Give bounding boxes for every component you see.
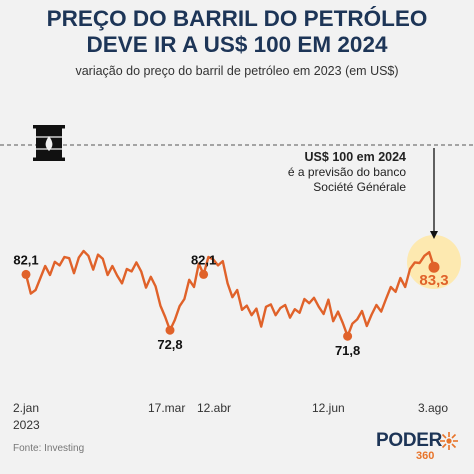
annotation-arrowhead — [430, 231, 438, 239]
chart-title-line-1: PREÇO DO BARRIL DO PETRÓLEO — [46, 6, 428, 31]
points-layer: 82,1 72,8 82,1 71,8 83,3 — [13, 252, 448, 358]
series-line — [24, 249, 436, 338]
data-point-label: 82,1 — [13, 252, 38, 267]
forecast-annotation: US$ 100 em 2024 é a previsão do banco So… — [288, 150, 406, 195]
logo-number: 360 — [416, 450, 435, 462]
source-note: Fonte: Investing — [13, 443, 85, 454]
x-tick-label: 12.jun — [312, 401, 345, 415]
poder360-logo: PODER 360 — [376, 430, 460, 466]
annotation-line-1: US$ 100 em 2024 — [304, 150, 406, 164]
data-point-label: 83,3 — [419, 272, 448, 289]
chart-subtitle: variação do preço do barril de petróleo … — [75, 64, 399, 78]
x-tick-label: 17.mar — [148, 401, 185, 415]
x-tick-label: 2.jan — [13, 401, 39, 415]
series-layer — [24, 249, 436, 338]
data-point-label: 72,8 — [157, 337, 182, 352]
oil-barrel-icon — [33, 125, 65, 161]
data-point-label: 71,8 — [335, 343, 360, 358]
x-tick-label: 3.ago — [418, 401, 448, 415]
data-point-marker — [343, 331, 353, 341]
data-point-marker — [428, 261, 440, 273]
annotation-line-2: é a previsão do banco — [287, 165, 406, 179]
data-point-marker — [21, 269, 31, 279]
data-point-marker — [199, 269, 209, 279]
data-point-label: 82,1 — [191, 252, 216, 267]
logo-mark — [440, 432, 458, 450]
data-point-marker — [165, 325, 175, 335]
x-tick-label: 12.abr — [197, 401, 231, 415]
x-year-label: 2023 — [13, 418, 40, 432]
annotation-line-3: Société Générale — [313, 180, 406, 194]
logo-word: PODER — [376, 430, 443, 451]
chart-title-line-2: DEVE IR A US$ 100 EM 2024 — [86, 32, 388, 57]
chart-title: PREÇO DO BARRIL DO PETRÓLEO DEVE IR A US… — [0, 6, 474, 58]
